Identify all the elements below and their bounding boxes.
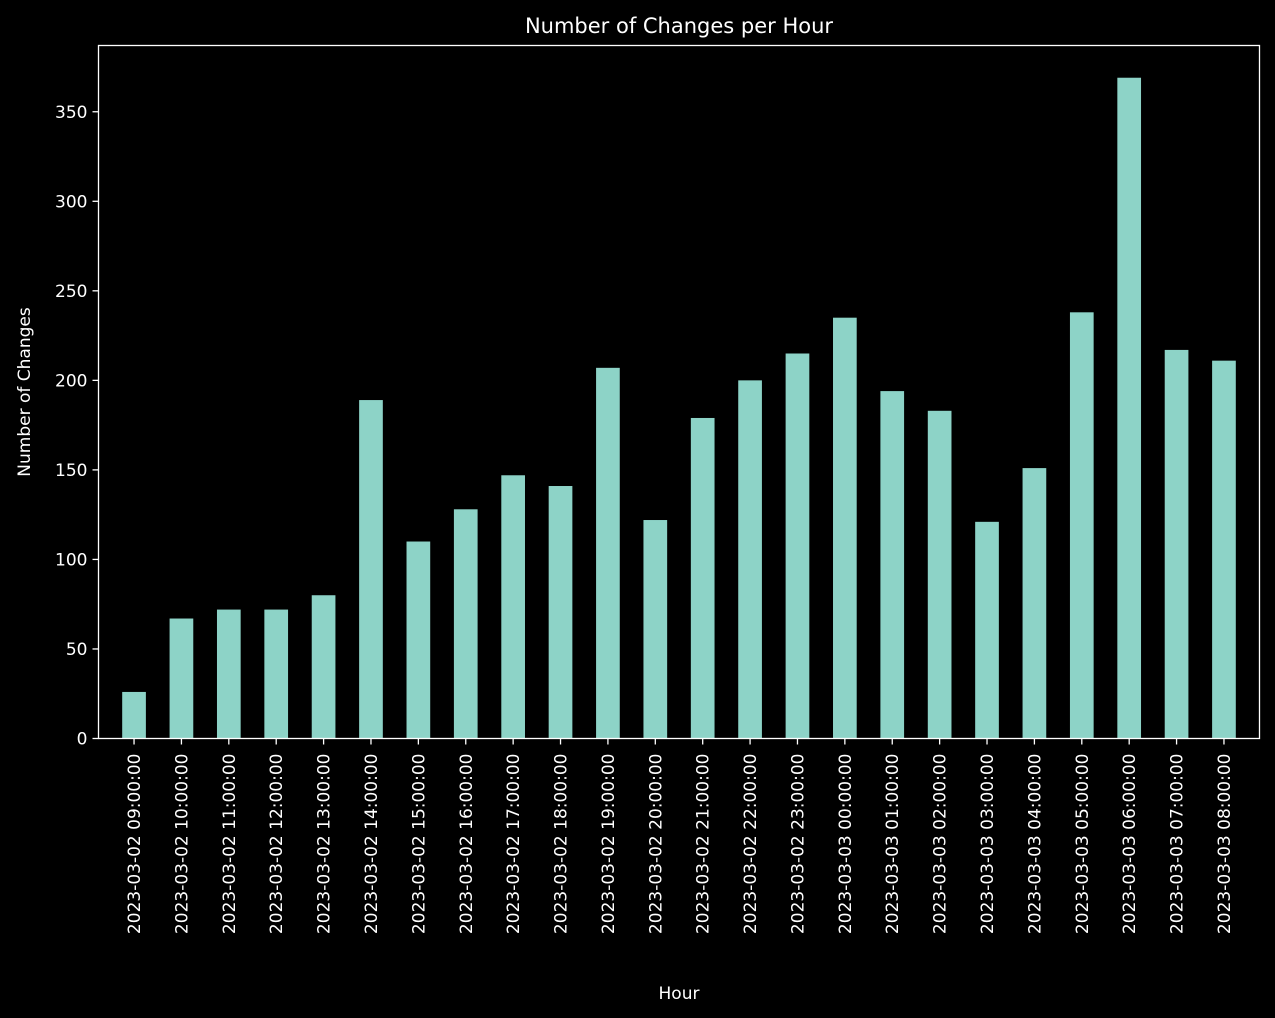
x-tick-label: 2023-03-02 15:00:00 xyxy=(409,754,429,935)
bar xyxy=(1117,77,1142,739)
x-tick-label: 2023-03-02 21:00:00 xyxy=(694,754,714,935)
bar xyxy=(122,691,146,739)
y-tick-label: 200 xyxy=(55,371,87,391)
y-axis-label: Number of Changes xyxy=(15,307,35,477)
bar xyxy=(643,520,668,739)
x-axis-ticks: 2023-03-02 09:00:00 2023-03-02 10:00:00 20… xyxy=(125,738,1235,935)
x-tick-label: 2023-03-03 08:00:00 xyxy=(1215,754,1235,935)
x-tick-label: 2023-03-03 04:00:00 xyxy=(1025,754,1045,935)
bar xyxy=(1022,468,1047,739)
x-tick-label: 2023-03-02 19:00:00 xyxy=(599,754,619,935)
x-tick-label: 2023-03-02 11:00:00 xyxy=(220,754,240,935)
y-tick-label: 350 xyxy=(55,103,87,123)
y-tick-label: 250 xyxy=(55,282,87,302)
bar xyxy=(501,475,525,739)
bar xyxy=(833,317,857,739)
x-tick-label: 2023-03-03 02:00:00 xyxy=(931,754,951,935)
bar xyxy=(975,521,999,739)
bar xyxy=(785,353,810,739)
bar xyxy=(311,595,336,739)
x-tick-label: 2023-03-02 10:00:00 xyxy=(172,754,192,935)
bar xyxy=(406,541,431,739)
y-tick-label: 0 xyxy=(77,730,88,750)
y-tick-label: 100 xyxy=(55,550,87,570)
x-tick-label: 2023-03-03 01:00:00 xyxy=(883,754,903,935)
y-tick-label: 50 xyxy=(66,640,88,660)
x-tick-label: 2023-03-02 22:00:00 xyxy=(741,754,761,935)
x-tick-label: 2023-03-02 13:00:00 xyxy=(315,754,335,935)
x-tick-label: 2023-03-02 16:00:00 xyxy=(457,754,477,935)
bar xyxy=(1164,349,1189,739)
bar xyxy=(690,417,715,739)
bar xyxy=(453,509,478,739)
bar xyxy=(359,400,383,739)
bar xyxy=(1069,312,1094,739)
x-tick-label: 2023-03-03 07:00:00 xyxy=(1168,754,1188,935)
bar xyxy=(738,380,762,739)
y-axis-ticks: 0 50 100 150 200 250 300 350 xyxy=(55,103,99,750)
x-tick-label: 2023-03-02 09:00:00 xyxy=(125,754,145,935)
x-axis-label: Hour xyxy=(659,984,700,1004)
bar xyxy=(596,367,620,739)
x-tick-label: 2023-03-03 00:00:00 xyxy=(836,754,856,935)
chart-title: Number of Changes per Hour xyxy=(525,14,833,38)
bar xyxy=(169,618,194,739)
x-tick-label: 2023-03-03 03:00:00 xyxy=(978,754,998,935)
x-tick-label: 2023-03-02 14:00:00 xyxy=(362,754,382,935)
bars-layer xyxy=(122,77,1236,739)
x-tick-label: 2023-03-02 23:00:00 xyxy=(788,754,808,935)
bar xyxy=(216,609,241,739)
y-tick-label: 150 xyxy=(55,461,87,481)
bar xyxy=(927,410,952,739)
bar xyxy=(264,609,289,739)
bar xyxy=(548,486,573,739)
plot-area-frame xyxy=(97,44,1261,740)
x-tick-label: 2023-03-02 17:00:00 xyxy=(504,754,524,935)
y-tick-label: 300 xyxy=(55,192,87,212)
x-tick-label: 2023-03-03 06:00:00 xyxy=(1120,754,1140,935)
x-tick-label: 2023-03-02 12:00:00 xyxy=(267,754,287,935)
bar xyxy=(1212,360,1236,739)
x-tick-label: 2023-03-02 20:00:00 xyxy=(646,754,666,935)
x-tick-label: 2023-03-03 05:00:00 xyxy=(1073,754,1093,935)
x-tick-label: 2023-03-02 18:00:00 xyxy=(552,754,572,935)
bar xyxy=(880,391,905,739)
